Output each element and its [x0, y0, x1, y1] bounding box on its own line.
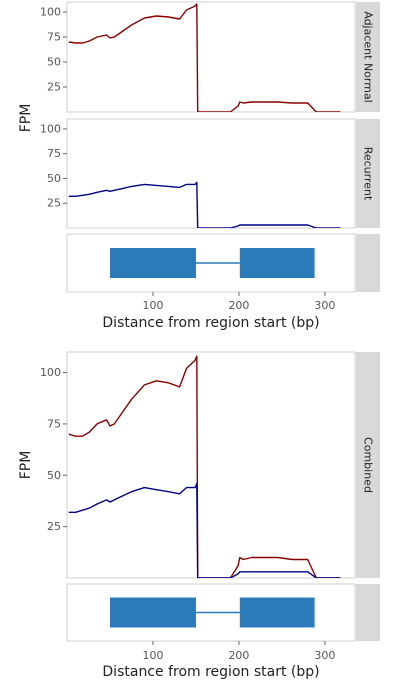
x-tick-label: 100 — [142, 299, 163, 312]
gene-model-strip — [356, 584, 380, 641]
panel-background — [66, 1, 356, 113]
y-tick-label: 75 — [47, 417, 61, 430]
coverage-line — [68, 355, 341, 578]
coverage-line — [68, 482, 341, 578]
gene-model-strip — [356, 234, 380, 292]
facet-strip — [356, 352, 380, 578]
x-tick-label: 200 — [228, 649, 249, 662]
y-tick-label: 25 — [47, 81, 61, 94]
y-tick-label: 50 — [47, 172, 61, 185]
coverage-line — [68, 181, 341, 228]
facet-strip-label: Adjacent Normal — [362, 11, 375, 103]
y-tick-label: 100 — [40, 366, 61, 379]
exon-block — [239, 248, 315, 278]
y-tick-label: 75 — [47, 147, 61, 160]
coverage-line — [68, 3, 341, 112]
x-tick-label: 100 — [142, 649, 163, 662]
x-tick-label: 300 — [314, 299, 335, 312]
y-tick-label: 75 — [47, 31, 61, 44]
panel-background — [66, 118, 356, 229]
y-tick-label: 25 — [47, 197, 61, 210]
facet-strip-label: Combined — [362, 437, 375, 493]
facet-strip-label: Recurrent — [362, 147, 375, 201]
x-axis-title: Distance from region start (bp) — [102, 315, 319, 331]
exon-block — [239, 597, 315, 628]
exon-block — [109, 597, 196, 628]
y-axis-title: FPM — [18, 104, 34, 133]
y-tick-label: 25 — [47, 520, 61, 533]
y-tick-label: 100 — [40, 6, 61, 19]
facet-strip — [356, 2, 380, 112]
x-tick-label: 300 — [314, 649, 335, 662]
panel-background — [66, 351, 356, 579]
y-tick-label: 50 — [47, 56, 61, 69]
facet-strip — [356, 119, 380, 228]
exon-block — [109, 248, 196, 278]
y-tick-label: 50 — [47, 469, 61, 482]
y-axis-title: FPM — [18, 451, 34, 480]
x-axis-title: Distance from region start (bp) — [102, 664, 319, 680]
x-tick-label: 200 — [228, 299, 249, 312]
y-tick-label: 100 — [40, 122, 61, 135]
